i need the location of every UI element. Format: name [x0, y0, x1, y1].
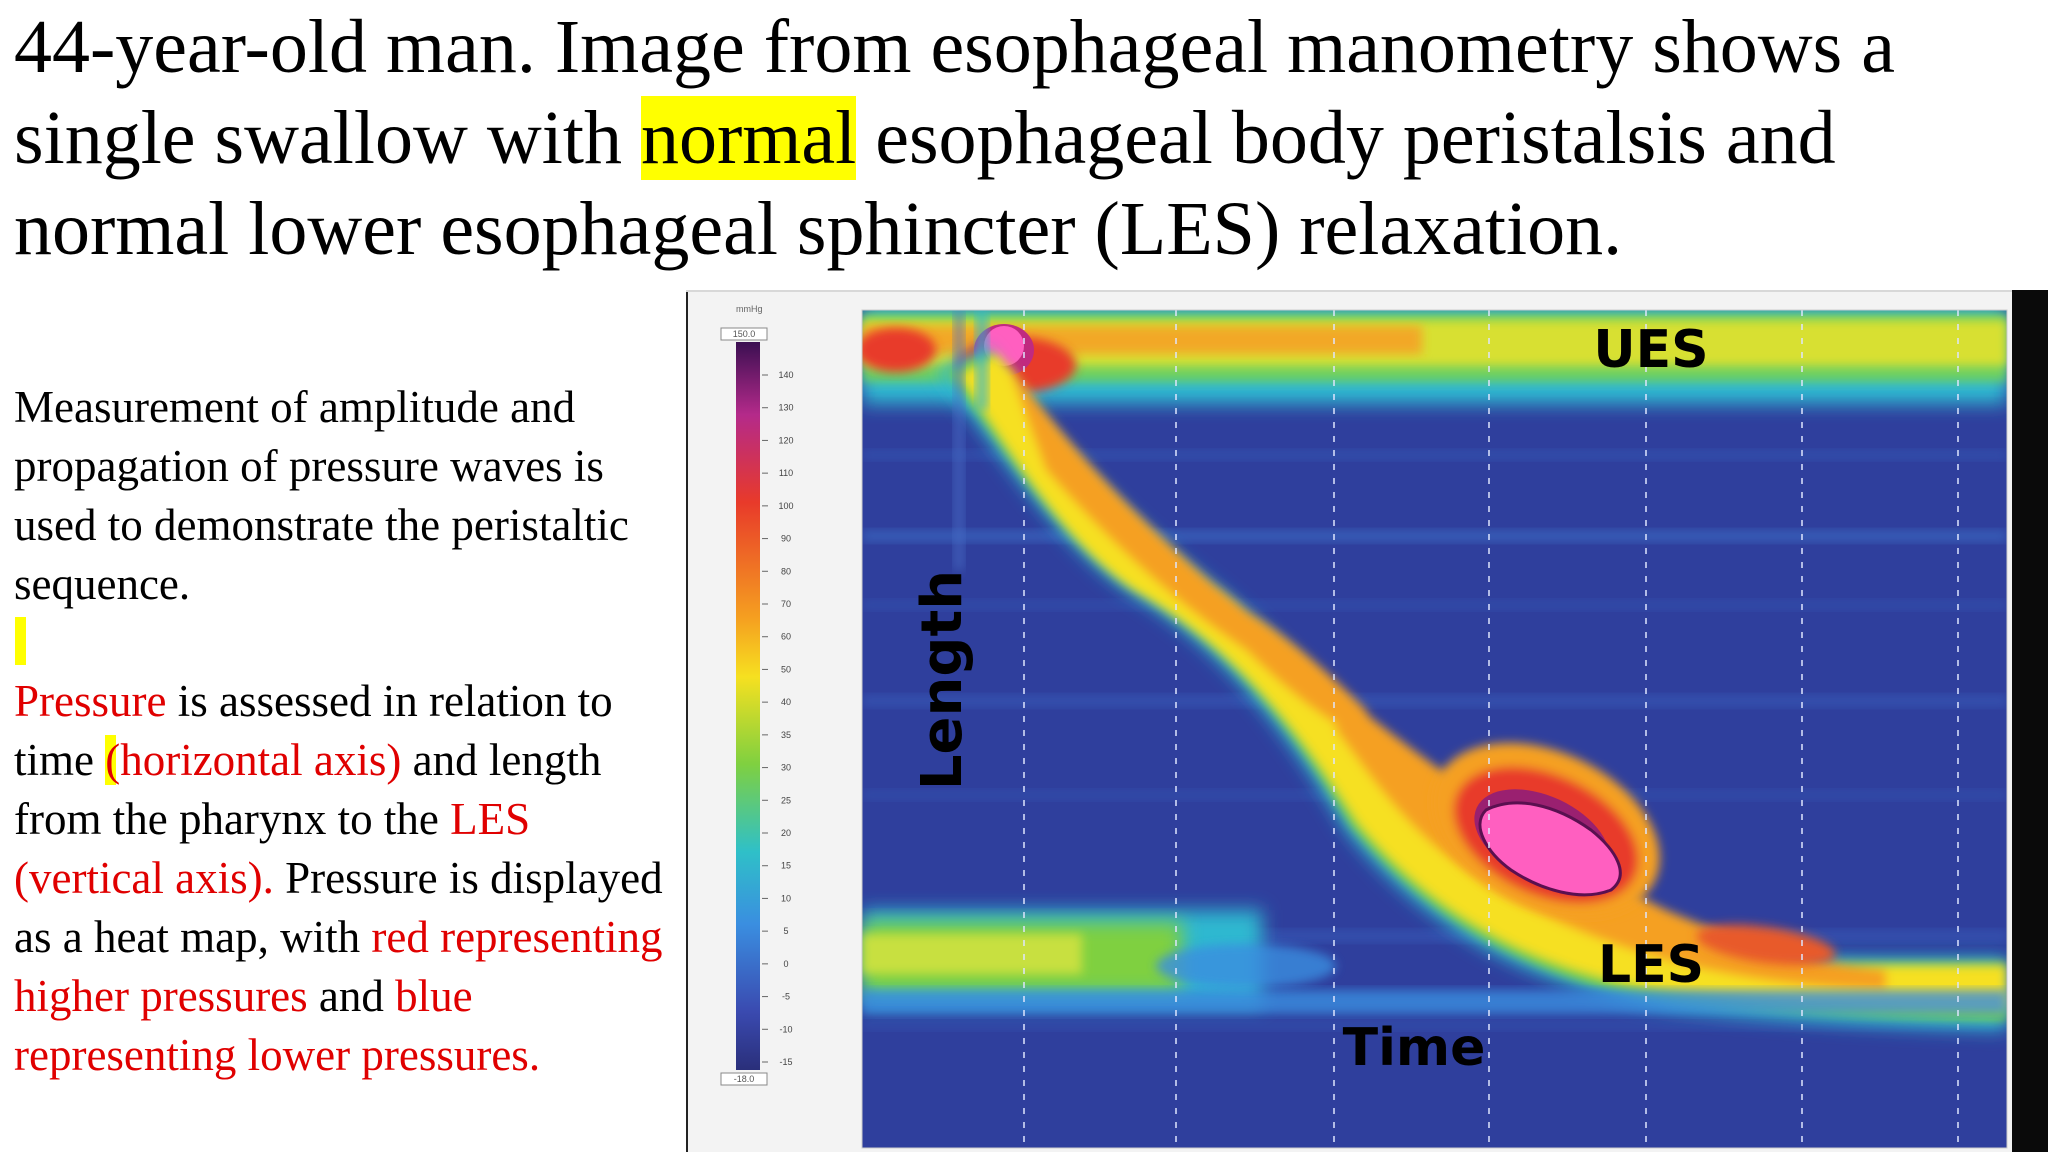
- scale-tick-label: 5: [783, 926, 788, 936]
- text-pressure: Pressure: [14, 676, 167, 726]
- scale-tick-label: -10: [779, 1024, 792, 1034]
- time-axis-label: Time: [1343, 1018, 1486, 1078]
- scale-min-label: -18.0: [734, 1074, 755, 1084]
- length-axis-label: Length: [910, 570, 975, 790]
- highlight-marker: [15, 617, 26, 665]
- scale-tick-label: 80: [781, 566, 791, 576]
- ues-label: UES: [1593, 320, 1708, 380]
- scale-tick-label: 120: [778, 435, 793, 445]
- paragraph-pressure: Pressure is assessed in relation to time…: [14, 672, 679, 1085]
- text-vertical-axis: LES (vertical axis).: [14, 794, 531, 903]
- scale-tick-label: 30: [781, 763, 791, 773]
- scale-tick-label: -5: [782, 992, 790, 1002]
- text-blue-lower: blue representing lower pressures.: [14, 971, 541, 1080]
- text-span: and length from the pharynx to the: [14, 735, 602, 844]
- title-highlight-normal: normal: [640, 96, 857, 180]
- text-red-higher: red representing higher pressures: [14, 912, 663, 1021]
- manometry-figure: mmHg 150.0 -18.0 140 130 120 110 100 90 80 70 60…: [686, 290, 2048, 1152]
- scale-tick-label: 20: [781, 828, 791, 838]
- scale-tick-label: 60: [781, 632, 791, 642]
- scale-tick-label: 50: [781, 664, 791, 674]
- scale-tick-label: 90: [781, 534, 791, 544]
- scale-tick-label: -15: [779, 1057, 792, 1067]
- scale-tick-label: 140: [778, 370, 793, 380]
- heatmap-plot: [862, 310, 2007, 1148]
- scale-tick-label: 25: [781, 795, 791, 805]
- scale-max-label: 150.0: [733, 329, 756, 339]
- text-span: Pressure is displayed as a heat map, wit…: [14, 853, 663, 962]
- les-label: LES: [1598, 935, 1704, 995]
- title-text-before: 44-year-old man. Image from esophageal m…: [14, 5, 1895, 180]
- scale-tick-label: 130: [778, 403, 793, 413]
- paragraph-measurement: Measurement of amplitude and propagation…: [14, 382, 629, 609]
- pressure-color-bar: [736, 342, 760, 1070]
- scale-tick-label: 35: [781, 730, 791, 740]
- manometry-heatmap-svg: mmHg 150.0 -18.0 14013012011010090807060…: [686, 290, 2048, 1152]
- pressure-scale: mmHg 150.0 -18.0 14013012011010090807060…: [720, 304, 794, 1086]
- scale-unit: mmHg: [736, 304, 763, 314]
- text-span: is assessed in relation to time: [14, 676, 613, 785]
- title-text-after: esophageal body peristalsis and normal l…: [14, 96, 1836, 271]
- scale-tick-label: 10: [781, 893, 791, 903]
- scale-tick-label: 15: [781, 861, 791, 871]
- scale-tick-label: 70: [781, 599, 791, 609]
- scale-tick-label: 100: [778, 501, 793, 511]
- scale-tick-label: 110: [779, 468, 793, 478]
- slide-title: 44-year-old man. Image from esophageal m…: [14, 2, 2044, 275]
- text-span: and: [307, 971, 396, 1021]
- scale-tick-label: 0: [783, 959, 788, 969]
- scale-tick-label: 40: [781, 697, 791, 707]
- text-horizontal-axis: (horizontal axis): [105, 735, 402, 785]
